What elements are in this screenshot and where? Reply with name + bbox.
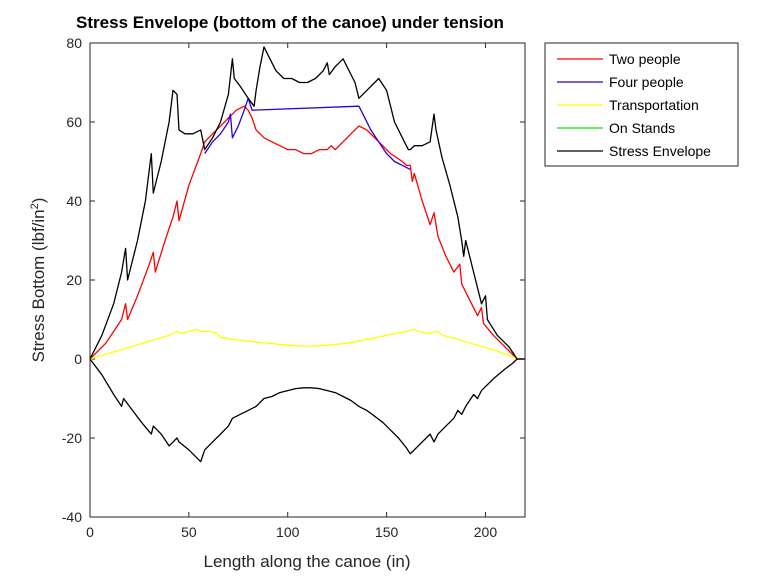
x-tick-label: 0 (86, 524, 94, 540)
x-tick-label: 50 (181, 524, 197, 540)
series-line-four-people (204, 97, 411, 170)
series-line-two-people (89, 105, 521, 360)
series-line-transportation (89, 328, 522, 360)
x-tick-label: 150 (375, 524, 399, 540)
axes-box (89, 42, 526, 518)
legend-label-two-people: Two people (609, 51, 681, 67)
legend-label-stress-envelope: Stress Envelope (609, 143, 711, 159)
y-axis-label-close: ) (29, 198, 48, 204)
legend-label-on-stands: On Stands (609, 120, 675, 136)
plot-area (89, 46, 525, 463)
y-tick-label: 20 (66, 272, 82, 288)
y-tick-label: 40 (66, 193, 82, 209)
legend: Two people Four people Transportation On St… (544, 42, 739, 167)
y-tick-label: 60 (66, 114, 82, 130)
y-axis-label-main: Stress Bottom (lbf/in (29, 209, 48, 362)
x-tick-label: 100 (276, 524, 300, 540)
y-tick-label: -20 (62, 430, 82, 446)
series-line-stress-envelope (89, 46, 525, 360)
y-tick-label: 0 (74, 351, 82, 367)
chart-title: Stress Envelope (bottom of the canoe) un… (76, 13, 504, 32)
axis-ticks: 0 50 100 150 200 -40 -20 0 20 40 60 80 (62, 35, 525, 540)
y-axis-label-sup: 2 (29, 203, 41, 209)
legend-label-four-people: Four people (609, 74, 684, 90)
y-axis-label: Stress Bottom (lbf/in2) (29, 198, 48, 363)
x-axis-label: Length along the canoe (in) (204, 552, 411, 571)
y-tick-label: -40 (62, 509, 82, 525)
x-tick-label: 200 (474, 524, 498, 540)
legend-label-transportation: Transportation (609, 97, 699, 113)
series-line-stress-envelope-lower (89, 358, 525, 463)
y-tick-label: 80 (66, 35, 82, 51)
